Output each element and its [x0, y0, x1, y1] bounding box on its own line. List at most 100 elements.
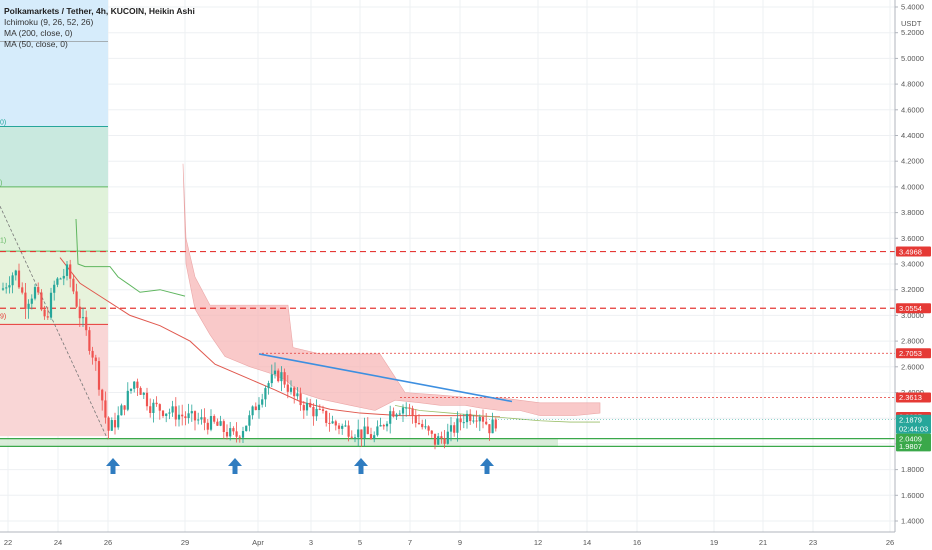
candle-body: [155, 402, 158, 405]
candle-body: [443, 438, 446, 444]
candle-body: [136, 381, 139, 388]
candle-body: [379, 425, 382, 427]
candle-body: [1, 288, 5, 290]
candle-body: [165, 413, 168, 416]
candle-body: [385, 423, 389, 427]
candle-body: [216, 421, 219, 426]
candle-body: [88, 330, 91, 351]
candle-body: [267, 383, 270, 389]
candle-body: [53, 284, 56, 293]
x-tick-label: 26: [886, 538, 894, 547]
candle-body: [373, 435, 376, 440]
candle-body: [46, 316, 49, 318]
up-arrow-icon: [228, 458, 242, 474]
countdown-label: 02:44:03: [899, 424, 928, 433]
y-tick-label: 1.8000: [901, 465, 924, 474]
candle-body: [456, 418, 459, 433]
fib-diagonal: [0, 206, 109, 441]
y-tick-label: 5.0000: [901, 54, 924, 63]
candle-body: [360, 429, 363, 439]
candle-body: [344, 425, 347, 427]
candle-body: [81, 317, 85, 319]
ma50-line: [75, 219, 186, 297]
candle-body: [389, 411, 392, 424]
candle-body: [21, 287, 24, 293]
candle-body: [472, 420, 475, 422]
candle-body: [184, 416, 187, 419]
x-tick-label: 24: [54, 538, 62, 547]
y-tick-label: 3.8000: [901, 208, 924, 217]
candle-body: [398, 413, 401, 415]
candle-body: [257, 404, 261, 411]
candle-body: [69, 264, 72, 279]
candle-body: [366, 426, 369, 435]
candle-body: [321, 409, 325, 411]
candle-body: [193, 411, 197, 421]
x-tick-label: 26: [104, 538, 112, 547]
candle-body: [392, 411, 395, 417]
candle-body: [305, 402, 309, 411]
candle-body: [43, 309, 46, 317]
y-tick-label: 4.2000: [901, 157, 924, 166]
x-tick-label: 9: [458, 538, 462, 547]
indicator-lines: [59, 219, 600, 423]
candle-body: [424, 426, 427, 428]
y-tick-label: 3.6000: [901, 234, 924, 243]
support-zone: [0, 438, 558, 447]
candle-body: [110, 420, 113, 431]
candle-body: [293, 387, 296, 397]
candle-body: [62, 275, 65, 279]
price-tag-bg: [896, 348, 931, 359]
legend-ma50[interactable]: MA (50, close, 0): [4, 39, 68, 49]
price-tag-bg: [896, 433, 931, 444]
chart-title: Polkamarkets / Tether, 4h, KUCOIN, Heiki…: [4, 6, 195, 16]
candle-body: [494, 419, 497, 429]
candle-body: [350, 436, 353, 438]
candle-body: [465, 413, 469, 423]
candle-body: [341, 425, 344, 429]
x-tick-label: 3: [309, 538, 313, 547]
y-tick-label: 1.6000: [901, 491, 924, 500]
legend-ichimoku[interactable]: Ichimoku (9, 26, 52, 26): [4, 17, 94, 27]
candle-body: [75, 291, 78, 307]
fib-zone: [0, 324, 108, 437]
candle-body: [104, 400, 107, 418]
x-tick-label: 5: [358, 538, 362, 547]
candle-body: [142, 392, 145, 395]
candle-body: [37, 287, 40, 293]
candle-body: [129, 388, 133, 391]
x-tick-label: 29: [181, 538, 189, 547]
candle-body: [97, 361, 101, 390]
candle-body: [24, 292, 27, 309]
candle-body: [222, 421, 225, 432]
ichimoku-span-line: [394, 404, 600, 423]
y-tick-label: 5.4000: [901, 3, 924, 12]
candle-body: [177, 414, 181, 420]
candle-body: [459, 418, 462, 423]
cloud-area: [182, 163, 601, 416]
fib-label: ): [0, 180, 2, 187]
candle-body: [174, 406, 177, 420]
candle-body: [334, 421, 337, 426]
candle-body: [248, 415, 251, 426]
y-unit-label: USDT: [901, 19, 922, 28]
candle-body: [200, 417, 203, 420]
candle-body: [427, 426, 430, 431]
candle-body: [33, 287, 37, 299]
price-tag: 2.3613: [896, 392, 931, 403]
candle-body: [78, 306, 81, 319]
price-tag-bg: [896, 441, 931, 452]
y-tick-label: 1.4000: [901, 517, 924, 526]
x-tick-label: 21: [759, 538, 767, 547]
price-tag-bg: [896, 414, 931, 434]
candle-body: [283, 372, 286, 385]
candle-body: [302, 405, 305, 411]
price-tag: 3.4968: [896, 246, 931, 257]
legend-ma200[interactable]: MA (200, close, 0): [4, 28, 73, 38]
candle-body: [101, 389, 104, 401]
candle-body: [126, 390, 129, 410]
y-tick-label: 5.2000: [901, 28, 924, 37]
candle-body: [417, 422, 421, 424]
candle-body: [408, 407, 411, 409]
